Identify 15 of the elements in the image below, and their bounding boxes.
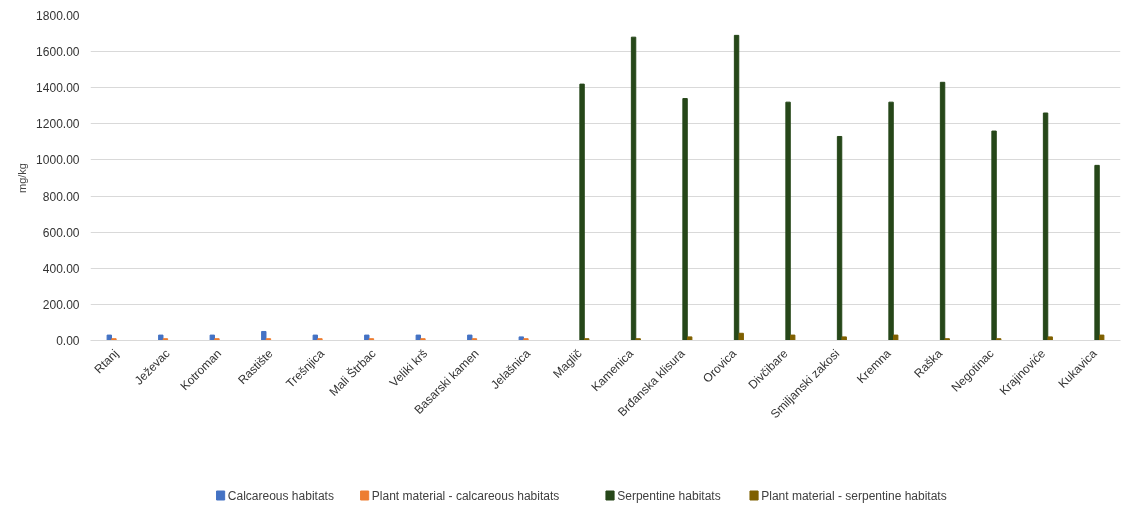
y-tick-label: 0.00 (56, 334, 80, 348)
y-tick-label: 1800.00 (36, 9, 80, 23)
y-tick-label: 800.00 (42, 189, 80, 204)
y-tick-label: 1200.00 (36, 117, 80, 132)
y-tick-label: 400.00 (42, 261, 80, 276)
y-tick-label: 1000.00 (36, 153, 80, 168)
legend-label: Plant material - serpentine habitats (761, 488, 947, 503)
y-tick-label: 200.00 (42, 297, 80, 312)
y-axis-title: mg/kg (16, 163, 29, 193)
legend-label: Plant material - calcareous habitats (371, 488, 560, 503)
y-tick-label: 1400.00 (36, 81, 80, 96)
legend-label: Serpentine habitats (617, 488, 721, 503)
y-tick-label: 600.00 (42, 225, 80, 240)
y-tick-label: 1600.00 (36, 45, 80, 60)
legend-label: Calcareous habitats (227, 488, 334, 503)
